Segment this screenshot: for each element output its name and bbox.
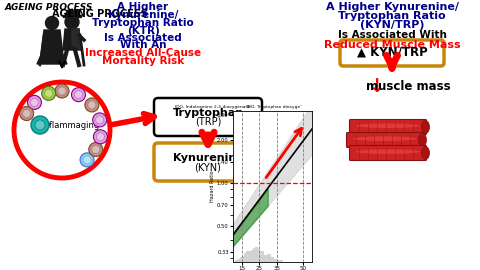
Circle shape (83, 156, 91, 164)
FancyBboxPatch shape (340, 40, 444, 66)
Bar (278, 260, 280, 262)
Bar (262, 251, 264, 262)
Bar (242, 256, 244, 262)
Circle shape (94, 130, 108, 144)
Bar (260, 251, 262, 262)
Circle shape (85, 98, 99, 112)
Text: Tryptophan Ratio: Tryptophan Ratio (92, 18, 194, 28)
Bar (267, 254, 269, 262)
Circle shape (27, 95, 41, 109)
Text: ▲ KYN/TRP: ▲ KYN/TRP (357, 46, 427, 59)
Bar (264, 255, 267, 262)
Text: Mortality Risk: Mortality Risk (102, 56, 184, 66)
Circle shape (58, 87, 66, 95)
Polygon shape (41, 30, 63, 55)
Circle shape (31, 116, 49, 134)
Circle shape (46, 16, 59, 29)
Text: Tryptophan: Tryptophan (172, 108, 243, 118)
Text: (KTR): (KTR) (127, 26, 159, 36)
FancyBboxPatch shape (349, 120, 427, 134)
Circle shape (30, 99, 38, 106)
Polygon shape (72, 29, 81, 50)
Circle shape (35, 120, 45, 130)
Circle shape (88, 101, 96, 109)
Bar (255, 247, 258, 262)
Circle shape (20, 107, 34, 120)
Circle shape (72, 88, 85, 102)
Bar (235, 260, 237, 262)
Circle shape (55, 84, 69, 98)
Circle shape (93, 113, 107, 127)
Bar (246, 251, 249, 262)
Text: TDO, Tryptophan dioxyge’: TDO, Tryptophan dioxyge’ (245, 105, 301, 109)
Text: Is Associated With: Is Associated With (337, 30, 446, 40)
Ellipse shape (353, 136, 417, 141)
Text: (TRP): (TRP) (195, 117, 221, 127)
Ellipse shape (421, 147, 430, 160)
Text: Reduced Muscle Mass: Reduced Muscle Mass (324, 40, 460, 50)
Bar (253, 248, 255, 262)
Circle shape (14, 82, 110, 178)
Text: A Higher Kynurenine/: A Higher Kynurenine/ (325, 2, 458, 12)
Bar (271, 257, 274, 262)
Bar (269, 254, 271, 262)
Polygon shape (63, 29, 81, 50)
Bar (249, 251, 251, 262)
Bar (274, 259, 276, 262)
Text: Is Associated: Is Associated (104, 33, 182, 43)
Bar (240, 256, 242, 262)
FancyBboxPatch shape (347, 133, 423, 147)
Text: With An: With An (120, 40, 166, 50)
Circle shape (74, 91, 83, 99)
Bar (251, 250, 253, 262)
Ellipse shape (419, 133, 427, 147)
Text: AGEING PROCESS: AGEING PROCESS (5, 2, 94, 12)
Circle shape (65, 15, 79, 29)
Text: muscle mass: muscle mass (366, 80, 450, 93)
FancyBboxPatch shape (154, 143, 262, 181)
Circle shape (23, 110, 31, 117)
Text: AGEING PROCESS: AGEING PROCESS (52, 9, 148, 19)
Text: A Higher: A Higher (118, 2, 168, 12)
Text: ↓: ↓ (368, 77, 384, 96)
Text: Kynurenine: Kynurenine (173, 153, 243, 163)
Bar (237, 259, 240, 262)
Ellipse shape (356, 123, 420, 128)
Bar (276, 259, 278, 262)
Ellipse shape (421, 120, 430, 133)
FancyBboxPatch shape (154, 98, 262, 136)
Bar (63, 15, 81, 17)
Text: (KYN): (KYN) (194, 162, 221, 172)
Text: Kynurenine/: Kynurenine/ (108, 10, 178, 20)
Text: IDO, Indoleamine 2,3-dioxygenase: IDO, Indoleamine 2,3-dioxygenase (175, 105, 251, 109)
Bar (66, 10, 78, 15)
Circle shape (96, 133, 105, 141)
Bar (244, 254, 246, 262)
Text: Increased All-Cause: Increased All-Cause (85, 48, 201, 58)
Circle shape (89, 143, 103, 157)
Text: (KYN/TRP): (KYN/TRP) (360, 20, 424, 30)
FancyBboxPatch shape (349, 146, 427, 160)
Ellipse shape (356, 149, 420, 154)
Circle shape (96, 116, 104, 124)
Circle shape (80, 153, 94, 167)
Polygon shape (37, 55, 67, 64)
Bar (280, 260, 283, 262)
Text: Inflammaging: Inflammaging (41, 120, 99, 130)
Y-axis label: Hazard Ratio: Hazard Ratio (211, 170, 216, 202)
Text: Tryptophan Ratio: Tryptophan Ratio (338, 11, 446, 21)
Circle shape (92, 146, 100, 154)
Circle shape (42, 86, 56, 100)
Bar (258, 249, 260, 262)
Circle shape (45, 89, 53, 97)
